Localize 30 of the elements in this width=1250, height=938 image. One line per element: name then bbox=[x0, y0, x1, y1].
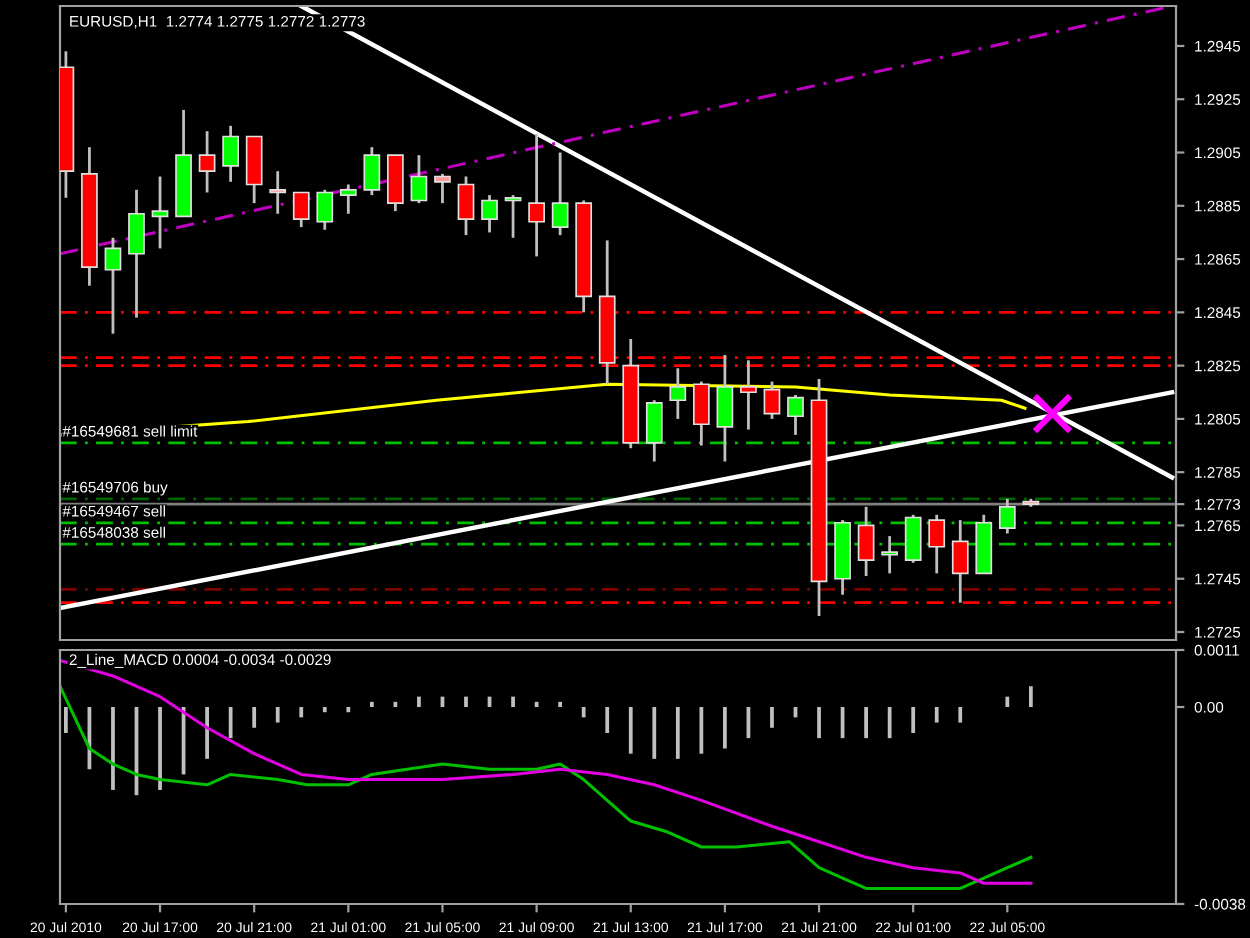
candlestick bbox=[339, 183, 357, 216]
candlestick bbox=[928, 513, 946, 575]
candlestick bbox=[481, 193, 498, 234]
candlestick bbox=[716, 353, 734, 463]
candlestick bbox=[528, 132, 545, 258]
candlestick bbox=[998, 497, 1016, 535]
candlestick bbox=[669, 366, 687, 421]
candlestick bbox=[434, 172, 451, 205]
candlestick bbox=[245, 135, 263, 205]
candlestick bbox=[504, 193, 522, 240]
candlestick bbox=[151, 175, 169, 250]
candlestick bbox=[763, 380, 781, 421]
candlestick bbox=[692, 380, 710, 447]
candlestick bbox=[904, 513, 922, 565]
candlestick bbox=[457, 175, 475, 237]
candlestick bbox=[269, 169, 287, 216]
candlestick bbox=[881, 534, 899, 575]
candlestick bbox=[128, 188, 145, 320]
candlestick bbox=[363, 145, 381, 197]
candlestick bbox=[787, 393, 804, 437]
candlestick bbox=[198, 129, 216, 194]
candlestick bbox=[410, 153, 428, 205]
candlestick bbox=[645, 398, 663, 463]
candlestick bbox=[292, 191, 310, 229]
candlestick bbox=[222, 124, 240, 184]
candlestick bbox=[104, 236, 122, 336]
candlestick bbox=[551, 151, 569, 237]
candlestick bbox=[316, 188, 334, 232]
candlestick bbox=[857, 505, 875, 578]
candlestick bbox=[387, 153, 404, 213]
